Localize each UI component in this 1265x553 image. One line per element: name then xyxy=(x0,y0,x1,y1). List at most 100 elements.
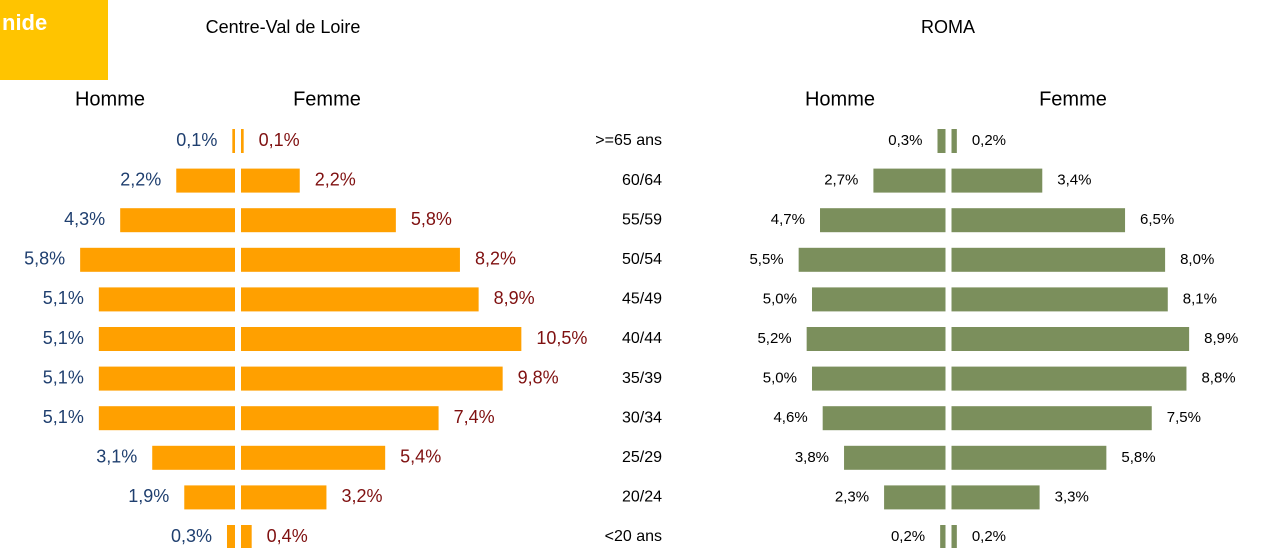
bar xyxy=(241,525,252,549)
value-label: 2,7% xyxy=(824,172,858,189)
bar xyxy=(822,406,946,431)
legend-label: Homme xyxy=(75,88,145,110)
value-label: 1,9% xyxy=(128,486,169,506)
value-label: 5,8% xyxy=(1121,449,1155,466)
category-label: 55/59 xyxy=(622,211,662,228)
bar xyxy=(152,445,235,470)
value-label: 5,0% xyxy=(763,370,797,387)
bar xyxy=(951,129,957,153)
value-label: 8,1% xyxy=(1183,290,1217,307)
value-label: 5,5% xyxy=(749,251,783,268)
category-label: 20/24 xyxy=(622,489,662,506)
bar xyxy=(940,525,946,549)
value-label: 8,9% xyxy=(1204,330,1238,347)
value-label: 5,1% xyxy=(43,288,84,308)
bar xyxy=(798,247,946,272)
category-label: 35/39 xyxy=(622,370,662,387)
value-label: 5,2% xyxy=(757,330,791,347)
bar xyxy=(232,129,235,153)
value-label: 0,1% xyxy=(176,130,217,150)
category-label: 50/54 xyxy=(622,251,662,268)
bar xyxy=(937,129,946,153)
bar xyxy=(812,366,946,391)
bar xyxy=(241,247,460,272)
legend-label: Femme xyxy=(293,88,361,110)
value-label: 4,6% xyxy=(773,409,807,426)
category-label: 45/49 xyxy=(622,291,662,308)
value-label: 0,2% xyxy=(891,528,925,545)
value-label: 2,2% xyxy=(315,169,356,189)
badge-box xyxy=(0,0,108,80)
bar xyxy=(873,168,946,193)
bar xyxy=(226,525,235,549)
value-label: 4,3% xyxy=(64,209,105,229)
value-label: 5,1% xyxy=(43,407,84,427)
bar xyxy=(184,485,235,510)
value-label: 7,5% xyxy=(1167,409,1201,426)
bar xyxy=(951,366,1187,391)
category-label: 60/64 xyxy=(622,172,662,189)
legend-label: Femme xyxy=(1039,88,1107,110)
value-label: 2,2% xyxy=(120,169,161,189)
bar xyxy=(241,287,479,312)
bar xyxy=(951,525,957,549)
value-label: 5,1% xyxy=(43,367,84,387)
value-label: 5,4% xyxy=(400,447,441,467)
bar xyxy=(241,129,244,153)
value-label: 0,3% xyxy=(171,526,212,546)
value-label: 10,5% xyxy=(536,328,587,348)
chart-title: Centre-Val de Loire xyxy=(206,17,361,37)
value-label: 0,1% xyxy=(259,130,300,150)
bar xyxy=(951,208,1126,233)
bar xyxy=(241,327,522,351)
category-label: >=65 ans xyxy=(595,132,662,149)
bar xyxy=(812,287,946,312)
value-label: 3,4% xyxy=(1057,172,1091,189)
value-label: 8,0% xyxy=(1180,251,1214,268)
bar xyxy=(951,485,1040,510)
value-label: 0,4% xyxy=(267,526,308,546)
bar xyxy=(80,247,235,272)
bar xyxy=(98,366,235,391)
value-label: 8,2% xyxy=(475,249,516,269)
bar xyxy=(951,445,1107,470)
category-label: 25/29 xyxy=(622,449,662,466)
value-label: 3,8% xyxy=(795,449,829,466)
badge-text: nide xyxy=(2,10,47,35)
category-label: <20 ans xyxy=(605,528,662,545)
category-label: 30/34 xyxy=(622,409,662,426)
value-label: 2,3% xyxy=(835,488,869,505)
legend-label: Homme xyxy=(805,88,875,110)
bar xyxy=(241,406,439,431)
bar xyxy=(241,445,386,470)
bar xyxy=(176,168,235,193)
value-label: 8,9% xyxy=(494,288,535,308)
bar xyxy=(951,247,1166,272)
bar xyxy=(241,208,396,233)
value-label: 5,1% xyxy=(43,328,84,348)
value-label: 3,3% xyxy=(1055,488,1089,505)
bar xyxy=(120,208,235,233)
bar xyxy=(806,327,946,351)
bar xyxy=(951,327,1190,351)
value-label: 0,3% xyxy=(888,132,922,149)
value-label: 6,5% xyxy=(1140,211,1174,228)
value-label: 3,2% xyxy=(341,486,382,506)
value-label: 8,8% xyxy=(1201,370,1235,387)
bar xyxy=(951,406,1152,431)
bar xyxy=(951,168,1043,193)
bar xyxy=(241,366,503,391)
bar xyxy=(951,287,1168,312)
value-label: 3,1% xyxy=(96,447,137,467)
value-label: 7,4% xyxy=(454,407,495,427)
bar xyxy=(844,445,946,470)
bar xyxy=(98,327,235,351)
value-label: 0,2% xyxy=(972,132,1006,149)
value-label: 0,2% xyxy=(972,528,1006,545)
value-label: 9,8% xyxy=(518,367,559,387)
bar xyxy=(98,287,235,312)
bar xyxy=(241,168,300,193)
bar xyxy=(820,208,946,233)
bar xyxy=(98,406,235,431)
chart-title: ROMA xyxy=(921,17,975,37)
